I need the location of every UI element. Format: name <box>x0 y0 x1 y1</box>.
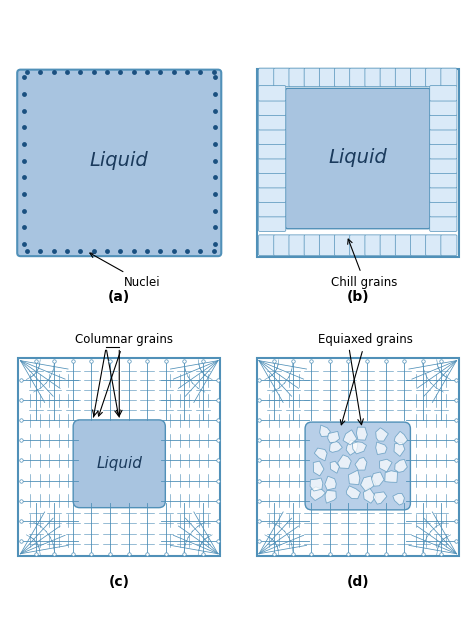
Polygon shape <box>360 476 375 491</box>
FancyBboxPatch shape <box>334 68 350 86</box>
FancyBboxPatch shape <box>305 422 409 510</box>
FancyBboxPatch shape <box>258 144 285 159</box>
Text: Columnar grains: Columnar grains <box>75 333 173 416</box>
Text: Equiaxed grains: Equiaxed grains <box>317 333 412 425</box>
FancyBboxPatch shape <box>258 86 285 101</box>
FancyBboxPatch shape <box>258 187 285 203</box>
FancyBboxPatch shape <box>440 235 456 255</box>
Polygon shape <box>310 487 325 500</box>
Polygon shape <box>329 441 342 452</box>
Polygon shape <box>314 448 327 461</box>
Polygon shape <box>329 461 339 473</box>
Text: Liquid: Liquid <box>96 457 142 471</box>
Polygon shape <box>352 442 366 454</box>
FancyBboxPatch shape <box>258 68 274 86</box>
FancyBboxPatch shape <box>379 68 396 86</box>
Polygon shape <box>394 459 407 472</box>
FancyBboxPatch shape <box>440 68 456 86</box>
Text: (d): (d) <box>346 575 368 589</box>
FancyBboxPatch shape <box>349 68 365 86</box>
FancyBboxPatch shape <box>288 235 304 255</box>
FancyBboxPatch shape <box>304 68 319 86</box>
Text: (b): (b) <box>346 290 368 304</box>
FancyBboxPatch shape <box>334 235 350 255</box>
FancyBboxPatch shape <box>285 88 429 229</box>
FancyBboxPatch shape <box>429 129 456 145</box>
Polygon shape <box>393 431 407 445</box>
FancyBboxPatch shape <box>364 235 380 255</box>
Polygon shape <box>384 471 397 483</box>
Polygon shape <box>319 425 329 436</box>
FancyBboxPatch shape <box>425 68 441 86</box>
Polygon shape <box>327 431 339 443</box>
FancyBboxPatch shape <box>395 68 410 86</box>
Polygon shape <box>346 440 357 455</box>
FancyBboxPatch shape <box>258 129 285 145</box>
Polygon shape <box>356 427 367 440</box>
FancyBboxPatch shape <box>258 235 274 255</box>
Polygon shape <box>309 478 322 491</box>
FancyBboxPatch shape <box>318 235 335 255</box>
FancyBboxPatch shape <box>364 68 380 86</box>
Polygon shape <box>342 430 356 445</box>
FancyBboxPatch shape <box>429 173 456 188</box>
FancyBboxPatch shape <box>429 115 456 130</box>
FancyBboxPatch shape <box>429 86 456 101</box>
Text: (c): (c) <box>109 575 129 589</box>
FancyBboxPatch shape <box>273 235 289 255</box>
FancyBboxPatch shape <box>349 235 365 255</box>
FancyBboxPatch shape <box>73 420 165 507</box>
FancyBboxPatch shape <box>258 216 285 231</box>
FancyBboxPatch shape <box>258 201 285 217</box>
Polygon shape <box>346 486 360 498</box>
Text: Liquid: Liquid <box>327 148 387 167</box>
FancyBboxPatch shape <box>304 235 319 255</box>
FancyBboxPatch shape <box>258 100 285 116</box>
FancyBboxPatch shape <box>429 201 456 217</box>
FancyBboxPatch shape <box>288 68 304 86</box>
Polygon shape <box>371 472 383 486</box>
FancyBboxPatch shape <box>429 187 456 203</box>
FancyBboxPatch shape <box>273 68 289 86</box>
Polygon shape <box>324 476 336 490</box>
FancyBboxPatch shape <box>395 235 410 255</box>
FancyBboxPatch shape <box>429 158 456 173</box>
Polygon shape <box>375 442 386 455</box>
FancyBboxPatch shape <box>379 235 396 255</box>
FancyBboxPatch shape <box>410 68 426 86</box>
FancyBboxPatch shape <box>17 70 221 256</box>
Polygon shape <box>392 493 404 505</box>
Polygon shape <box>393 442 404 457</box>
FancyBboxPatch shape <box>258 173 285 188</box>
Polygon shape <box>337 455 350 469</box>
FancyBboxPatch shape <box>425 235 441 255</box>
Polygon shape <box>347 470 359 485</box>
Text: (a): (a) <box>108 290 130 304</box>
Polygon shape <box>375 428 387 441</box>
Text: Nuclei: Nuclei <box>89 253 160 289</box>
FancyBboxPatch shape <box>429 216 456 231</box>
Polygon shape <box>379 459 391 472</box>
Polygon shape <box>325 490 336 503</box>
FancyBboxPatch shape <box>429 100 456 116</box>
FancyBboxPatch shape <box>410 235 426 255</box>
Text: Liquid: Liquid <box>89 151 149 170</box>
Polygon shape <box>363 488 375 503</box>
Polygon shape <box>373 492 386 504</box>
Bar <box>256 69 458 257</box>
FancyBboxPatch shape <box>429 144 456 159</box>
FancyBboxPatch shape <box>258 115 285 130</box>
FancyBboxPatch shape <box>318 68 335 86</box>
Polygon shape <box>313 461 323 476</box>
FancyBboxPatch shape <box>258 158 285 173</box>
Polygon shape <box>354 457 366 470</box>
Text: Chill grains: Chill grains <box>331 239 397 289</box>
